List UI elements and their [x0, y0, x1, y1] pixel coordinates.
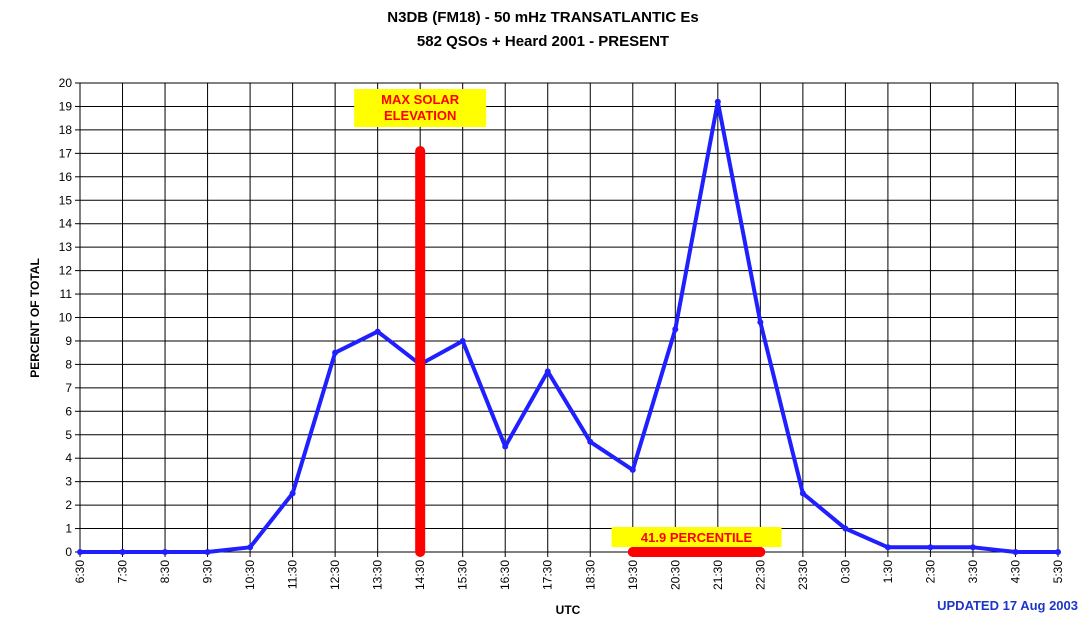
- y-tick-label: 20: [59, 76, 73, 90]
- data-point: [629, 466, 636, 473]
- x-tick-label: 10:30: [243, 560, 257, 590]
- x-tick-label: 1:30: [881, 560, 895, 584]
- data-point: [969, 544, 976, 551]
- y-tick-label: 8: [65, 357, 72, 371]
- x-tick-label: 5:30: [1051, 560, 1065, 584]
- y-tick-label: 9: [65, 334, 72, 348]
- data-point: [884, 544, 891, 551]
- data-point: [204, 549, 211, 555]
- data-point: [77, 549, 83, 555]
- data-point: [799, 490, 806, 497]
- y-tick-label: 0: [65, 545, 72, 559]
- series: [77, 98, 1061, 555]
- chart-subtitle: 582 QSOs + Heard 2001 - PRESENT: [417, 33, 669, 50]
- data-point: [459, 337, 466, 344]
- y-tick-label: 14: [59, 217, 73, 231]
- x-tick-label: 19:30: [626, 560, 640, 590]
- data-point: [247, 544, 254, 551]
- y-tick-label: 10: [59, 311, 73, 325]
- data-point: [289, 490, 296, 497]
- x-tick-label: 3:30: [966, 560, 980, 584]
- data-point: [374, 328, 381, 335]
- x-tick-labels: 6:30 7:30 8:30 9:30 10:30 11:30 12:30 13:30 14:3…: [73, 560, 1065, 590]
- x-tick-label: 4:30: [1008, 560, 1022, 584]
- x-tick-label: 22:30: [753, 560, 767, 590]
- x-tick-label: 14:30: [413, 560, 427, 590]
- updated-note: UPDATED 17 Aug 2003: [937, 598, 1078, 613]
- data-point: [1012, 549, 1019, 555]
- y-tick-label: 17: [59, 146, 73, 160]
- x-tick-label: 12:30: [328, 560, 342, 590]
- data-point: [714, 98, 721, 105]
- data-point: [842, 525, 849, 532]
- chart-title: N3DB (FM18) - 50 mHz TRANSATLANTIC Es: [387, 9, 698, 26]
- data-point: [119, 549, 126, 555]
- y-tick-label: 18: [59, 123, 73, 137]
- y-tick-label: 2: [65, 498, 72, 512]
- data-point: [332, 349, 339, 356]
- data-point: [587, 438, 594, 445]
- y-tick-label: 3: [65, 475, 72, 489]
- x-tick-label: 9:30: [201, 560, 215, 584]
- percentile-label: 41.9 PERCENTILE: [641, 530, 753, 545]
- x-tick-label: 0:30: [838, 560, 852, 584]
- y-tick-label: 5: [65, 428, 72, 442]
- x-tick-label: 16:30: [498, 560, 512, 590]
- x-tick-label: 21:30: [711, 560, 725, 590]
- x-tick-label: 6:30: [73, 560, 87, 584]
- data-point: [162, 549, 169, 555]
- x-tick-label: 7:30: [116, 560, 130, 584]
- y-tick-label: 16: [59, 170, 73, 184]
- x-tick-label: 17:30: [541, 560, 555, 590]
- x-tick-label: 15:30: [456, 560, 470, 590]
- y-tick-label: 13: [59, 240, 73, 254]
- y-tick-label: 6: [65, 404, 72, 418]
- x-tick-label: 13:30: [371, 560, 385, 590]
- x-tick-label: 20:30: [668, 560, 682, 590]
- data-point: [544, 368, 551, 375]
- gridlines: [75, 82, 1059, 557]
- y-tick-label: 12: [59, 264, 73, 278]
- max-solar-elevation-label-box: [354, 89, 487, 127]
- data-point: [502, 443, 509, 450]
- data-point: [757, 319, 764, 326]
- x-tick-label: 23:30: [796, 560, 810, 590]
- data-point: [672, 326, 679, 333]
- percentile-label-box: [611, 527, 782, 547]
- y-tick-label: 15: [59, 193, 73, 207]
- x-tick-label: 8:30: [158, 560, 172, 584]
- x-tick-label: 11:30: [286, 560, 300, 589]
- y-tick-label: 11: [60, 287, 73, 301]
- x-tick-label: 2:30: [923, 560, 937, 584]
- data-point: [1055, 549, 1061, 555]
- y-axis-label: PERCENT OF TOTAL: [28, 258, 42, 378]
- x-axis-label: UTC: [556, 603, 581, 617]
- series-line: [80, 99, 1058, 554]
- y-tick-label: 4: [65, 451, 72, 465]
- max-solar-elevation-label: ELEVATION: [384, 108, 456, 123]
- y-tick-label: 19: [59, 99, 73, 113]
- x-tick-label: 18:30: [583, 560, 597, 590]
- y-tick-label: 1: [65, 522, 72, 536]
- max-solar-elevation-label: MAX SOLAR: [381, 92, 460, 107]
- y-tick-label: 7: [65, 381, 72, 395]
- data-point: [927, 544, 934, 551]
